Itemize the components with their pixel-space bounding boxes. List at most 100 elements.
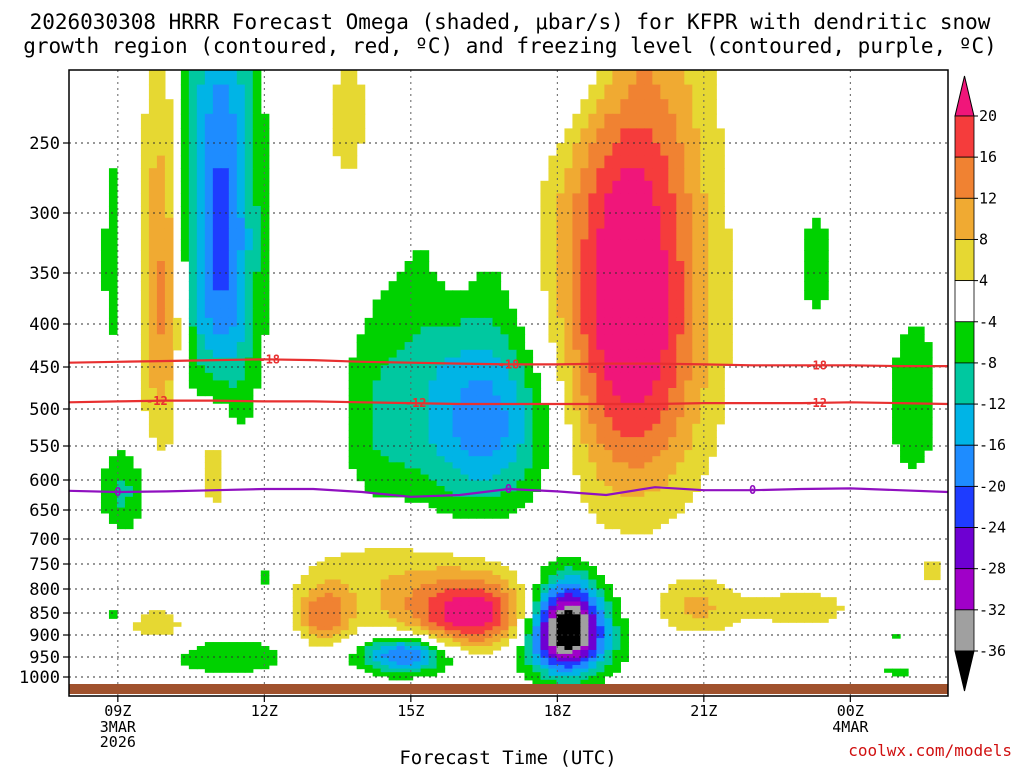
omega-cell-fill <box>452 575 462 581</box>
omega-cell-fill <box>540 430 550 438</box>
omega-cell-fill <box>612 155 621 169</box>
omega-cell-fill <box>772 605 781 611</box>
omega-cell-fill <box>332 588 342 594</box>
omega-cell-fill <box>892 365 901 374</box>
omega-cell-fill <box>556 570 566 576</box>
omega-cell-fill <box>332 99 342 115</box>
omega-cell-fill <box>804 271 813 282</box>
omega-cell-fill <box>260 649 270 655</box>
colorbar-tick-label: -24 <box>979 519 1006 537</box>
omega-cell-fill <box>604 403 613 412</box>
omega-cell-fill <box>628 290 637 301</box>
omega-cell-fill <box>396 672 406 677</box>
omega-cell-fill <box>676 271 685 282</box>
omega-cell-fill <box>380 410 390 418</box>
omega-cell-fill <box>404 649 414 655</box>
omega-cell-fill <box>292 614 302 619</box>
omega-cell-fill <box>260 326 270 335</box>
omega-cell-fill <box>420 326 430 335</box>
omega-cell-fill <box>708 299 717 310</box>
omega-cell-fill <box>660 299 669 310</box>
omega-cell-fill <box>580 672 590 677</box>
omega-cell-fill <box>412 474 422 482</box>
omega-cell-fill <box>252 299 262 310</box>
omega-cell-fill <box>668 601 677 607</box>
omega-cell-fill <box>476 281 486 291</box>
omega-cell-fill <box>620 239 629 251</box>
omega-cell-fill <box>212 143 222 157</box>
omega-cell-fill <box>540 622 550 627</box>
omega-cell-fill <box>436 308 446 319</box>
omega-cell-fill <box>900 450 909 457</box>
omega-cell-fill <box>660 239 669 251</box>
omega-cell-fill <box>364 443 374 451</box>
omega-cell-fill <box>372 480 382 487</box>
omega-cell-fill <box>436 450 446 457</box>
omega-cell-fill <box>644 261 653 273</box>
omega-cell-fill <box>340 570 350 576</box>
omega-cell-fill <box>156 193 166 207</box>
omega-cell-fill <box>260 657 270 662</box>
omega-cell-fill <box>604 665 613 670</box>
omega-cell-fill <box>124 491 134 498</box>
omega-cell-fill <box>580 668 590 673</box>
site-credit[interactable]: coolwx.com/models <box>848 741 1012 760</box>
omega-cell-fill <box>572 193 582 207</box>
omega-cell-fill <box>140 342 150 351</box>
omega-cell-fill <box>532 638 542 643</box>
omega-cell-fill <box>668 496 677 503</box>
omega-cell-fill <box>660 605 669 611</box>
omega-cell-fill <box>420 290 430 301</box>
omega-cell-fill <box>260 665 270 670</box>
omega-cell-fill <box>428 372 438 382</box>
omega-cell-fill <box>564 403 574 412</box>
omega-cell-fill <box>708 605 717 611</box>
omega-cell-fill <box>412 334 422 343</box>
omega-cell-fill <box>124 512 134 519</box>
omega-cell-fill <box>604 630 613 635</box>
omega-cell-fill <box>332 605 342 611</box>
omega-cell-fill <box>612 597 621 603</box>
omega-cell-fill <box>340 601 350 607</box>
omega-cell-fill <box>636 261 645 273</box>
omega-cell-fill <box>484 326 494 335</box>
omega-cell-fill <box>516 601 526 607</box>
omega-cell-fill <box>356 462 366 470</box>
omega-cell-fill <box>596 450 605 457</box>
omega-cell-fill <box>300 614 310 619</box>
omega-cell-fill <box>252 180 262 194</box>
omega-cell-fill <box>252 646 262 651</box>
omega-cell-fill <box>532 430 542 438</box>
omega-cell-fill <box>396 614 406 619</box>
omega-cell-fill <box>180 168 190 182</box>
omega-cell-fill <box>492 430 502 438</box>
omega-cell-fill <box>644 143 653 157</box>
omega-cell-fill <box>252 84 262 100</box>
omega-cell-fill <box>572 456 582 463</box>
omega-cell-fill <box>572 557 582 563</box>
omega-cell-fill <box>620 417 629 425</box>
omega-cell-fill <box>348 462 358 470</box>
omega-cell-fill <box>676 143 685 157</box>
omega-cell-fill <box>356 372 366 382</box>
omega-cell-fill <box>252 250 262 262</box>
omega-cell-fill <box>428 597 438 603</box>
omega-cell-fill <box>556 646 566 651</box>
omega-cell-fill <box>524 417 534 425</box>
omega-cell-fill <box>604 480 613 487</box>
omega-cell-fill <box>444 626 454 631</box>
omega-cell-fill <box>532 634 542 639</box>
omega-cell-fill <box>436 634 446 639</box>
omega-cell-fill <box>588 250 597 262</box>
omega-cell-fill <box>108 193 118 207</box>
omega-cell-fill <box>604 395 613 404</box>
omega-cell-fill <box>684 308 693 319</box>
omega-cell-fill <box>580 430 590 438</box>
omega-cell-fill <box>244 349 254 359</box>
omega-cell-fill <box>388 610 398 615</box>
omega-cell-fill <box>404 661 414 666</box>
omega-cell-fill <box>356 661 366 666</box>
omega-cell-fill <box>476 592 486 598</box>
omega-cell-fill <box>172 334 182 343</box>
omega-cell-fill <box>212 239 222 251</box>
